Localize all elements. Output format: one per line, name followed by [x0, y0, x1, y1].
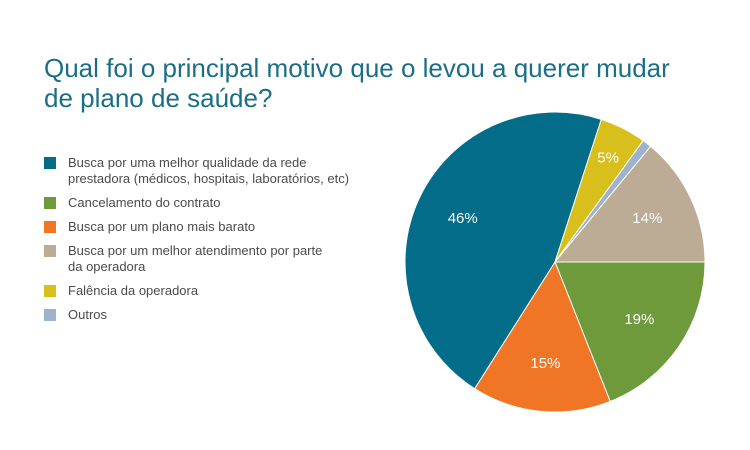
legend-label-line: Busca por um melhor atendimento por part…	[68, 243, 323, 258]
legend-item: Outros	[44, 307, 394, 323]
legend-item: Busca por um plano mais barato	[44, 219, 394, 235]
pie-slice-label: 14%	[632, 210, 662, 227]
legend-label: Busca por um plano mais barato	[68, 219, 255, 235]
pie-slice	[553, 145, 706, 263]
legend-label-line: da operadora	[68, 259, 146, 274]
pie-chart: 19% 15% 46% 5% 14%	[404, 111, 706, 413]
legend-label: Cancelamento do contrato	[68, 195, 220, 211]
legend-swatch	[44, 245, 56, 257]
chart-title-line-2: de plano de saúde?	[44, 83, 273, 114]
pie-slice	[404, 111, 602, 390]
legend-swatch	[44, 221, 56, 233]
legend-label-line: Busca por uma melhor qualidade da rede	[68, 155, 307, 170]
legend-swatch	[44, 157, 56, 169]
pie-slice	[473, 260, 611, 413]
legend-item: Busca por um melhor atendimento por part…	[44, 243, 394, 275]
pie-slice-label: 46%	[448, 210, 478, 227]
legend-swatch	[44, 285, 56, 297]
pie-slice-label: 15%	[530, 355, 560, 372]
pie-slice	[554, 261, 706, 403]
legend-label: Busca por um melhor atendimento por part…	[68, 243, 322, 275]
legend-label-line: Falência da operadora	[68, 283, 199, 298]
legend-swatch	[44, 309, 56, 321]
legend-item: Cancelamento do contrato	[44, 195, 394, 211]
legend-label: Busca por uma melhor qualidade da rede pr…	[68, 155, 349, 187]
legend-label: Falência da operadora	[68, 283, 198, 299]
legend-label-line: Outros	[68, 307, 108, 322]
chart-title-line-1: Qual foi o principal motivo que o levou …	[44, 53, 670, 84]
chart-legend: Busca por uma melhor qualidade da rede pr…	[44, 155, 394, 331]
chart-title: Qual foi o principal motivo que o levou …	[44, 53, 734, 113]
legend-label-line: prestadora (médicos, hospitais, laborató…	[68, 171, 350, 186]
legend-label-line: Busca por um plano mais barato	[68, 219, 256, 234]
pie-slice-label: 19%	[624, 311, 654, 328]
legend-label-line: Cancelamento do contrato	[68, 195, 221, 210]
legend-item: Busca por uma melhor qualidade da rede pr…	[44, 155, 394, 187]
legend-swatch	[44, 197, 56, 209]
pie-slice-label: 5%	[597, 149, 619, 166]
legend-item: Falência da operadora	[44, 283, 394, 299]
legend-label: Outros	[68, 307, 107, 323]
